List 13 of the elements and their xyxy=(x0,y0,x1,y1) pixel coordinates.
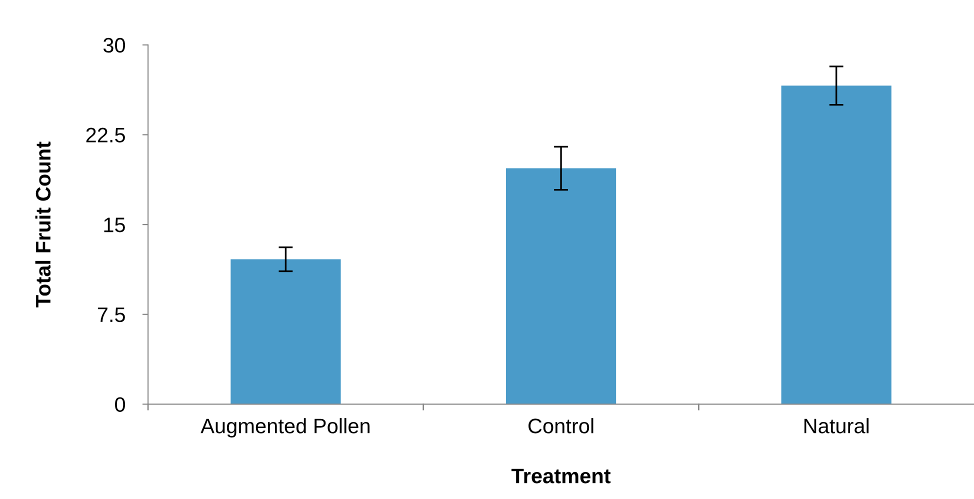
y-tick-label: 22.5 xyxy=(86,128,125,142)
x-tick-label: Natural xyxy=(804,418,869,434)
y-axis-title: Total Fruit Count xyxy=(35,142,51,308)
y-tick-label: 30 xyxy=(103,38,126,53)
bar xyxy=(781,86,892,404)
y-tick-label: 7.5 xyxy=(98,308,125,322)
x-tick-label: Augmented Pollen xyxy=(200,418,370,438)
y-tick-label: 15 xyxy=(104,218,125,232)
x-tick-label: Control xyxy=(528,418,594,434)
x-axis-title: Treatment xyxy=(511,468,611,484)
bar xyxy=(230,259,341,404)
y-tick-label: 0 xyxy=(115,397,126,412)
bar xyxy=(506,168,616,404)
